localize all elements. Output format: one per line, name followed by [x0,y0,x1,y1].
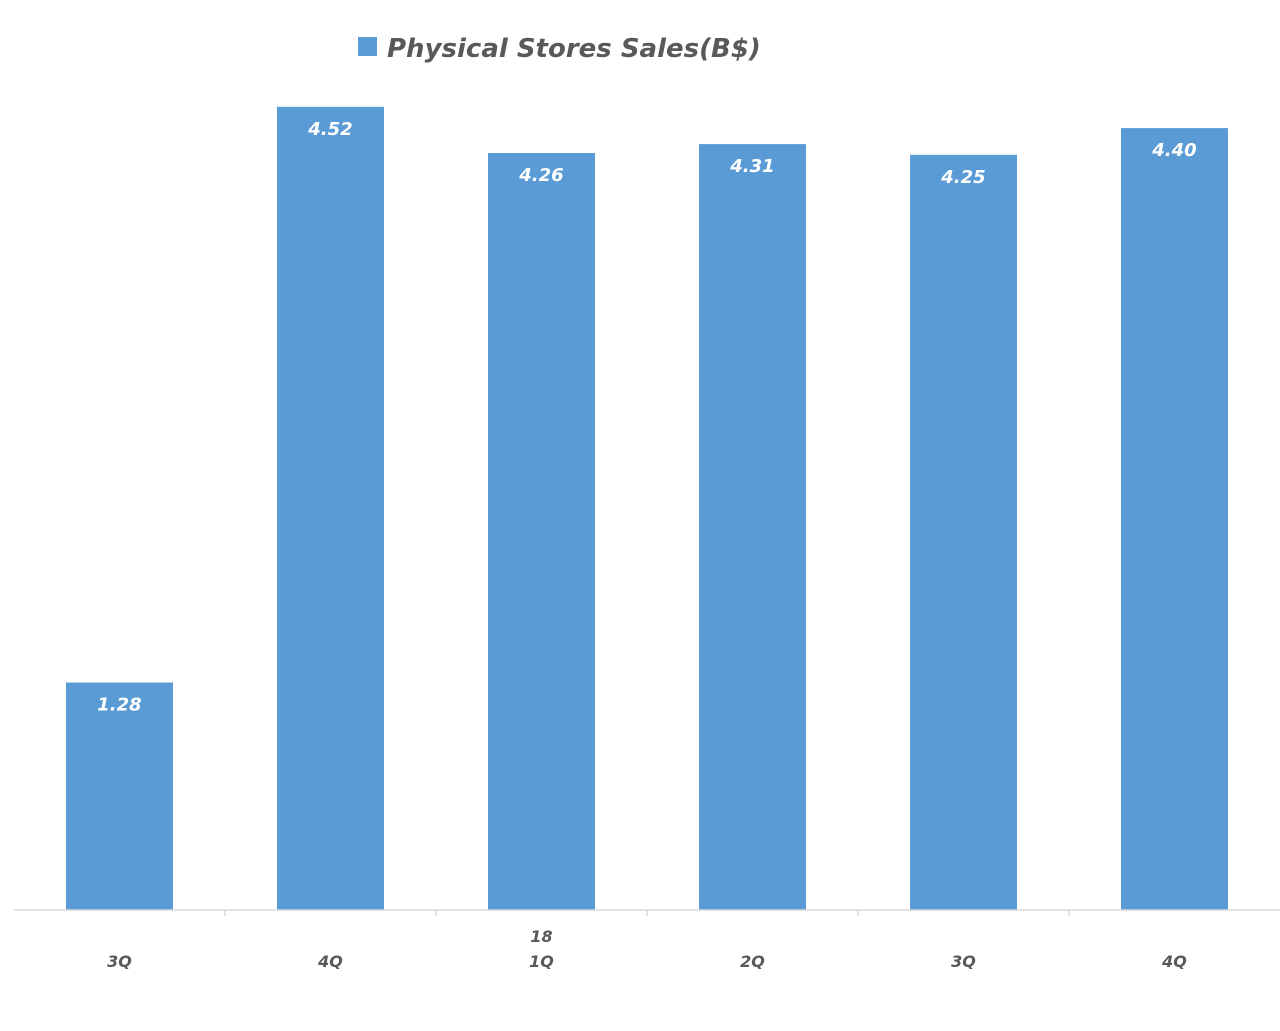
data-label: 4.52 [307,119,352,140]
data-label: 4.31 [729,156,774,177]
bar [910,154,1017,911]
x-tick-label: 1Q [529,952,554,971]
bar [66,682,173,910]
x-tick-label: 4Q [1161,952,1187,971]
data-label: 1.28 [97,695,141,716]
x-group-label: 18 [530,927,552,946]
legend: Physical Stores Sales(B$) [358,34,761,64]
x-tick-label: 4Q [317,952,343,971]
legend-swatch [358,37,377,56]
plot-area: 1.28 4.52 4.26 4.31 4.25 4.40 [66,106,1228,911]
x-axis: 3Q 4Q 1Q 2Q 3Q 4Q 18 [14,909,1280,971]
bar [277,106,384,911]
data-label: 4.26 [518,165,563,186]
bar [699,144,806,911]
data-label: 4.40 [1151,140,1196,161]
x-tick-label: 3Q [107,952,132,971]
data-label: 4.25 [940,167,985,188]
bar [488,153,595,910]
bar [1121,128,1228,911]
x-tick-label: 3Q [951,952,976,971]
x-tick-label: 2Q [740,952,765,971]
legend-label: Physical Stores Sales(B$) [387,34,761,64]
